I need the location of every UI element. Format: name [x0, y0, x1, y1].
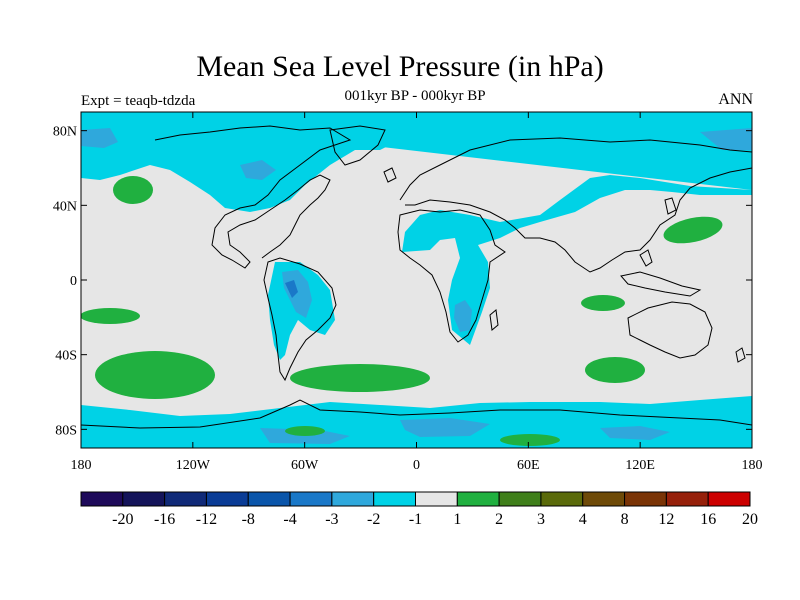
- colorbar-label: 3: [537, 511, 545, 528]
- colorbar-swatch: [247, 491, 291, 507]
- philippines-outline: [639, 249, 653, 267]
- region-northern-eurasia-africa: [81, 112, 752, 345]
- lon-tick-label: 120W: [176, 458, 211, 473]
- colorbar-label: -20: [112, 511, 133, 528]
- colorbar-label: 1: [453, 511, 461, 528]
- australia-outline: [627, 301, 713, 359]
- new-zealand-outline: [735, 347, 746, 363]
- madagascar-outline: [489, 309, 499, 331]
- region-arctic: [81, 112, 752, 212]
- colorbar-label: -8: [242, 511, 255, 528]
- region-antarctic-deep-2: [400, 418, 490, 437]
- latitude-axis: 80N 40N 0 40S 80S: [53, 125, 752, 438]
- colorbar-label: 16: [700, 511, 716, 528]
- colorbar-label: 12: [658, 511, 674, 528]
- colorbar-swatch: [498, 491, 542, 507]
- region-south-africa-deep: [454, 300, 472, 332]
- greenland-outline: [329, 125, 386, 166]
- colorbar-label: -4: [283, 511, 296, 528]
- uk-outline: [383, 167, 397, 183]
- colorbar-label: -1: [409, 511, 422, 528]
- region-labrador-deep: [240, 160, 276, 180]
- indonesia-outline: [620, 271, 702, 297]
- region-antarctic-high-2: [500, 434, 560, 446]
- region-arctic-deep-1: [81, 128, 118, 148]
- colorbar-label: 20: [742, 511, 758, 528]
- lon-tick-label: 60W: [291, 458, 319, 473]
- lat-tick-label: 80N: [53, 125, 77, 140]
- region-antarctic-high-1: [285, 426, 325, 436]
- colorbar-swatch: [582, 491, 626, 507]
- coastlines: [81, 125, 752, 429]
- colorbar-swatch: [373, 491, 416, 507]
- colorbar-swatch: [80, 491, 124, 507]
- region-north-pacific-high: [113, 176, 153, 204]
- region-antarctic-deep-3: [600, 426, 670, 440]
- region-south-pacific-east: [81, 308, 140, 324]
- north-america-outline: [154, 125, 352, 269]
- japan-outline: [664, 197, 677, 215]
- anomaly-regions-plus2: [81, 176, 723, 446]
- lon-tick-label: 180: [742, 458, 763, 473]
- africa-outline: [397, 209, 506, 343]
- season-label: ANN: [718, 91, 753, 108]
- colorbar-swatch: [540, 491, 584, 507]
- lat-tick-label: 40N: [53, 199, 77, 214]
- colorbar-label: -16: [154, 511, 175, 528]
- chart-subtitle: 001kyr BP - 000kyr BP: [344, 88, 486, 104]
- region-arctic-deep-2: [700, 128, 752, 150]
- lat-tick-label: 40S: [55, 349, 77, 364]
- lon-tick-label: 60E: [517, 458, 540, 473]
- colorbar-swatch: [122, 491, 166, 507]
- lat-tick-label: 80S: [55, 423, 77, 438]
- lon-tick-label: 120E: [625, 458, 655, 473]
- colorbar-swatch: [164, 491, 207, 507]
- colorbar-label: -2: [367, 511, 380, 528]
- longitude-axis: 180 120W 60W 0 60E 120E 180: [71, 112, 763, 473]
- eurasia-outline: [399, 137, 752, 273]
- region-south-pacific-high: [95, 351, 215, 399]
- colorbar-label: -12: [196, 511, 217, 528]
- colorbar-swatch: [415, 491, 458, 507]
- antarctica-outline: [81, 399, 752, 429]
- colorbar-label: 8: [621, 511, 629, 528]
- experiment-label: Expt = teaqb-tdzda: [81, 93, 196, 109]
- region-south-america-core: [285, 280, 298, 298]
- colorbar-label: 4: [579, 511, 587, 528]
- colorbar: -20 -16 -12 -8 -4 -3 -2 -1 1 2 3 4 8 12 16 20: [80, 491, 758, 528]
- region-indian-ocean-high: [581, 295, 625, 311]
- region-south-atlantic-high: [290, 364, 430, 392]
- colorbar-swatch: [665, 491, 709, 507]
- colorbar-label: 2: [495, 511, 503, 528]
- chart-title: Mean Sea Level Pressure (in hPa): [196, 50, 604, 83]
- colorbar-swatch: [289, 491, 333, 507]
- region-west-pacific-high: [663, 216, 723, 244]
- anomaly-regions-minus3: [81, 128, 752, 444]
- anomaly-regions-minus4: [285, 280, 298, 298]
- colorbar-swatch: [707, 491, 751, 507]
- south-america-outline: [263, 257, 337, 382]
- lon-tick-label: 0: [413, 458, 420, 473]
- colorbar-swatch: [624, 491, 667, 507]
- colorbar-swatch: [205, 491, 249, 507]
- colorbar-label: -3: [325, 511, 338, 528]
- region-south-indian-high: [585, 357, 645, 383]
- lon-tick-label: 180: [71, 458, 92, 473]
- colorbar-swatch: [331, 491, 375, 507]
- lat-tick-label: 0: [70, 274, 77, 289]
- map-plot-area: [81, 112, 752, 448]
- colorbar-swatch: [456, 491, 500, 507]
